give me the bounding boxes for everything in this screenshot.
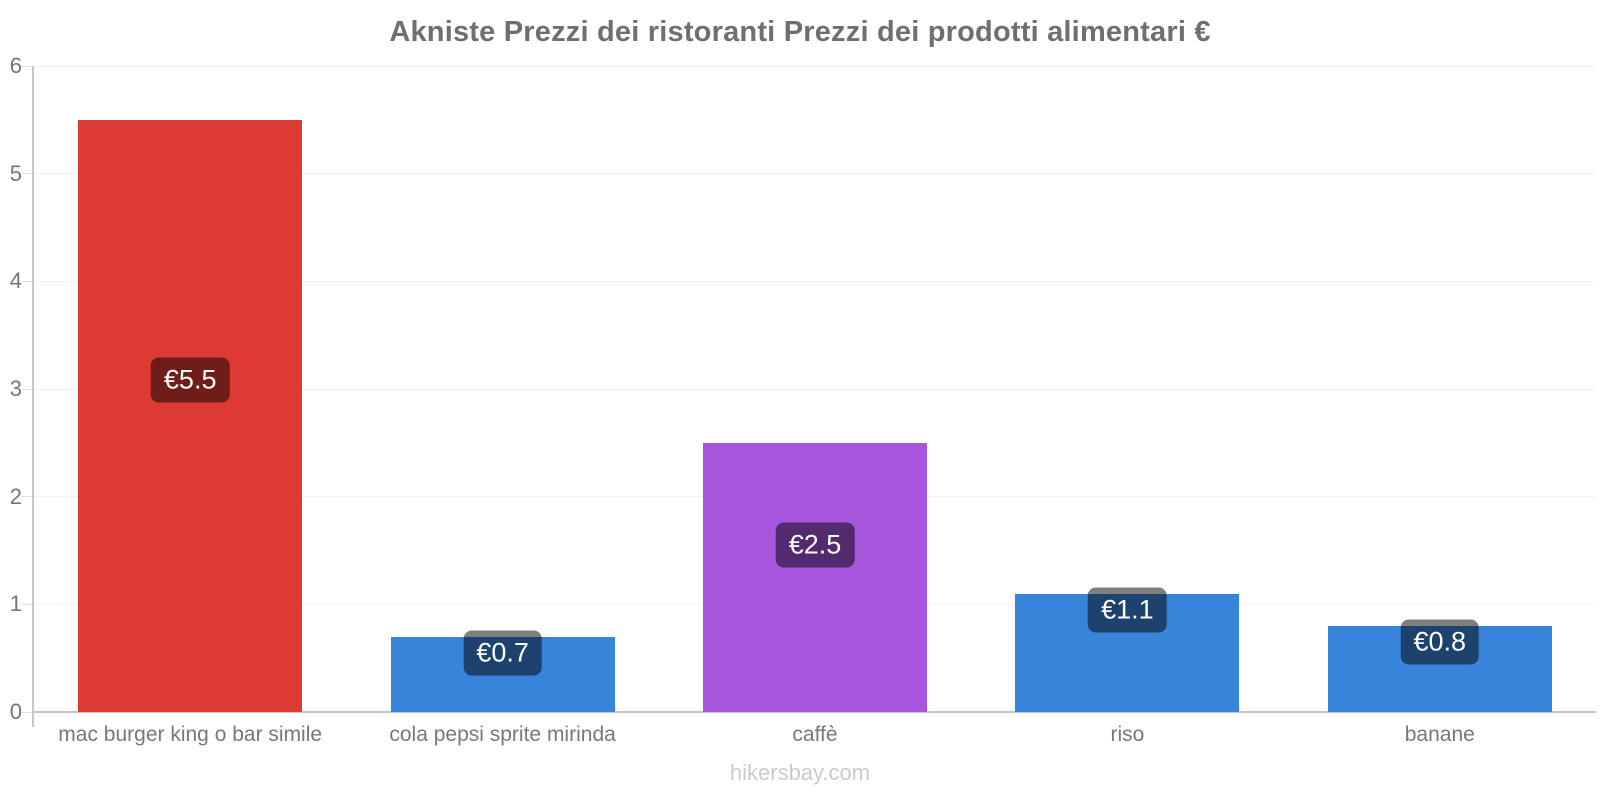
x-axis-category-label: banane <box>1404 723 1475 746</box>
y-axis-tick-label: 0 <box>9 699 22 724</box>
gridline <box>34 173 1596 175</box>
y-axis-tick <box>22 173 34 175</box>
bar-value-label: €0.7 <box>463 630 542 676</box>
bar[interactable] <box>78 119 303 712</box>
y-axis-tick-label: 3 <box>9 376 22 401</box>
gridline <box>34 65 1596 67</box>
chart-title: Akniste Prezzi dei ristoranti Prezzi dei… <box>389 16 1211 48</box>
bar-value-label: €5.5 <box>150 357 230 403</box>
y-axis-tick <box>22 603 34 605</box>
y-axis-tick <box>22 711 34 713</box>
y-axis-tick-label: 4 <box>9 268 22 294</box>
y-axis-tick <box>22 280 34 282</box>
x-axis-category-label: cola pepsi sprite mirinda <box>389 723 616 746</box>
x-axis-category-label: mac burger king o bar simile <box>58 723 323 746</box>
gridline <box>34 280 1596 282</box>
y-axis-tick <box>22 496 34 498</box>
y-axis-tick <box>22 65 34 67</box>
y-axis-tick <box>22 388 34 390</box>
x-axis-category-label: riso <box>1110 723 1145 746</box>
footer-watermark: hikersbay.com <box>729 760 871 785</box>
x-axis-line <box>34 711 1596 713</box>
bar-value-label: €1.1 <box>1088 587 1167 633</box>
y-axis-line <box>32 66 34 727</box>
bar-value-label: €2.5 <box>775 522 855 568</box>
y-axis-tick-label: 6 <box>9 53 22 78</box>
y-axis-tick-label: 1 <box>9 591 22 617</box>
y-axis-tick-label: 2 <box>9 483 22 509</box>
x-axis-category-label: caffè <box>792 723 838 746</box>
bar-value-label: €0.8 <box>1400 619 1480 665</box>
bar[interactable] <box>703 442 927 712</box>
gridline <box>34 388 1596 390</box>
y-axis-tick-label: 5 <box>9 160 22 186</box>
